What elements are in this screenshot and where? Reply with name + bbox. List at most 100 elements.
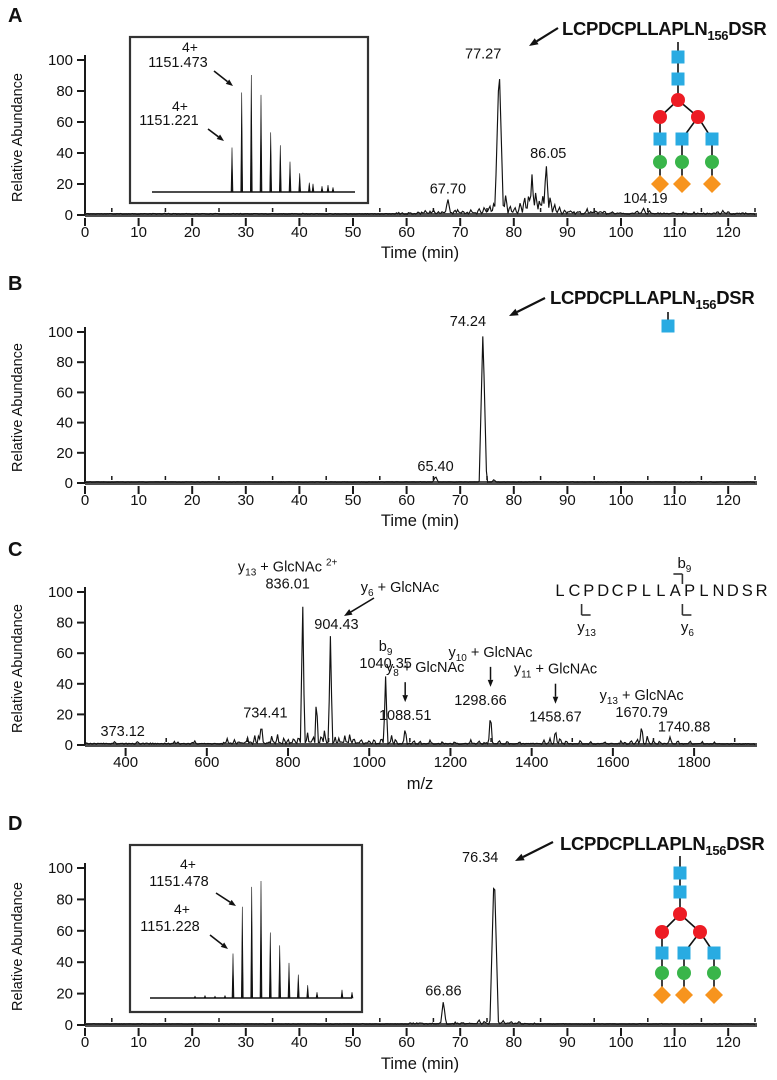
down-arrow: [552, 683, 559, 704]
glycan-diagram: [651, 42, 721, 193]
x-tick-label: 10: [130, 492, 147, 509]
mz-label: 76.34: [462, 850, 498, 866]
peptide-arrow: [529, 27, 559, 46]
panel-c-msms-spectrum: 0 20 40 60 80 100 Relative Abundance 400 600 800 1…: [10, 555, 768, 793]
residue: A: [670, 582, 681, 600]
green-circle-icon: [655, 966, 669, 980]
y-tick-label: 100: [48, 860, 73, 877]
orange-diamond-icon: [651, 175, 669, 193]
mz-label: 373.12: [101, 724, 145, 740]
ion-label: y13 + GlcNAc: [600, 688, 684, 707]
x-tick-label: 400: [113, 754, 138, 771]
x-tick-label: 110: [663, 1034, 687, 1051]
x-tick-label: 80: [505, 1034, 522, 1051]
y-axis-title: Relative Abundance: [10, 882, 26, 1011]
glcnac-blue-square-icon: [705, 132, 719, 146]
glcnac-blue-square-icon: [675, 132, 689, 146]
glcnac-blue-square-icon: [673, 885, 687, 899]
mz-label: 1458.67: [529, 710, 581, 726]
y-tick-label: 60: [56, 384, 73, 401]
inset-isotope-spectrum: 4+ 1151.478 4+ 1151.228: [128, 843, 364, 1014]
mz-label: 1088.51: [379, 708, 431, 724]
x-tick-label: 50: [345, 492, 362, 509]
glcnac-blue-square-icon: [653, 132, 667, 146]
x-tick-label: 40: [291, 492, 308, 509]
residue: C: [612, 582, 624, 600]
isotope-mz-label: 1151.228: [140, 919, 199, 935]
ion-label: b9: [379, 639, 393, 658]
x-tick-label: 120: [716, 1034, 741, 1051]
x-tick-label: 0: [81, 224, 89, 241]
x-tick-label: 90: [559, 1034, 576, 1051]
ion-label: y10 + GlcNAc: [448, 645, 532, 664]
x-axis: 0 10 20 30 40 50 60 70 80 90 100 110 120: [81, 208, 757, 241]
x-tick-label: 1800: [677, 754, 710, 771]
glcnac-blue-square-icon: [671, 72, 685, 86]
mz-label: 1040.35: [359, 656, 411, 672]
y-tick-label: 0: [65, 207, 73, 224]
x-tick-label: 120: [716, 224, 741, 241]
x-tick-label: 70: [452, 492, 469, 509]
orange-diamond-icon: [703, 175, 721, 193]
residue: L: [656, 582, 665, 600]
charge-label: 4+: [174, 901, 190, 917]
residue: L: [699, 582, 708, 600]
green-circle-icon: [705, 155, 719, 169]
y-tick-label: 40: [56, 415, 73, 432]
glcnac-blue-square-icon: [661, 319, 675, 333]
peak-label-104.19: 104.19: [623, 191, 667, 207]
y-tick-label: 0: [65, 737, 73, 754]
y-tick-label: 80: [56, 891, 73, 908]
mz-label: 77.27: [465, 47, 501, 63]
isotope-arrow: [213, 70, 233, 86]
y-tick-label: 0: [65, 475, 73, 492]
peak-label-65.40: 65.40: [417, 459, 453, 475]
x-axis: 0 10 20 30 40 50 60 70 80 90 100 110 120: [81, 1018, 757, 1051]
y-tick-label: 60: [56, 645, 73, 662]
y-tick-label: 80: [56, 354, 73, 371]
residue: L: [555, 582, 564, 600]
x-tick-label: 1600: [596, 754, 629, 771]
isotope-mz-label: 1151.478: [149, 874, 208, 890]
panel-a-chromatogram: 0 20 40 60 80 100 Relative Abundance 0 10 20 30 40 5…: [10, 18, 767, 262]
x-tick-label: 1400: [515, 754, 548, 771]
y-tick-label: 40: [56, 676, 73, 693]
glcnac-blue-square-icon: [707, 946, 721, 960]
isotope-mz-label: 1151.221: [139, 113, 198, 129]
trace: [84, 336, 756, 484]
peptide-annotation: LCPDCPLLAPLN156DSR: [509, 287, 755, 316]
orange-diamond-icon: [673, 175, 691, 193]
green-circle-icon: [653, 155, 667, 169]
residue: D: [727, 582, 739, 600]
x-tick-label: 30: [237, 224, 254, 241]
glcnac-blue-square-icon: [671, 50, 685, 64]
y-tick-label: 100: [48, 584, 73, 601]
mz-label: 836.01: [265, 577, 309, 593]
x-tick-label: 120: [716, 492, 741, 509]
down-arrow: [487, 666, 494, 687]
y-tick-label: 20: [56, 176, 73, 193]
isotope-arrow: [215, 892, 236, 906]
red-circle-icon: [671, 93, 685, 107]
x-tick-label: 60: [398, 492, 415, 509]
peak-label-1740.88: 1740.88: [658, 719, 710, 735]
peptide-label: LCPDCPLLAPLN156DSR: [562, 18, 766, 43]
peak-label-66.86: 66.86: [425, 983, 461, 999]
trace: [84, 79, 756, 216]
mz-label: 74.24: [450, 314, 486, 330]
residue: R: [756, 582, 768, 600]
mz-label: 1740.88: [658, 719, 710, 735]
glcnac-blue-square-icon: [673, 866, 687, 880]
peptide-label: LCPDCPLLAPLN156DSR: [560, 833, 764, 858]
panel-d-letter: D: [8, 813, 23, 835]
x-tick-label: 10: [130, 224, 147, 241]
residue: P: [684, 582, 695, 600]
orange-diamond-icon: [705, 986, 723, 1004]
y-axis-title: Relative Abundance: [10, 343, 26, 472]
mz-label: 104.19: [623, 191, 667, 207]
mz-label: 1670.79: [615, 705, 667, 721]
y-axis: 0 20 40 60 80 100: [48, 52, 86, 224]
orange-diamond-icon: [653, 986, 671, 1004]
y-tick-label: 60: [56, 923, 73, 940]
